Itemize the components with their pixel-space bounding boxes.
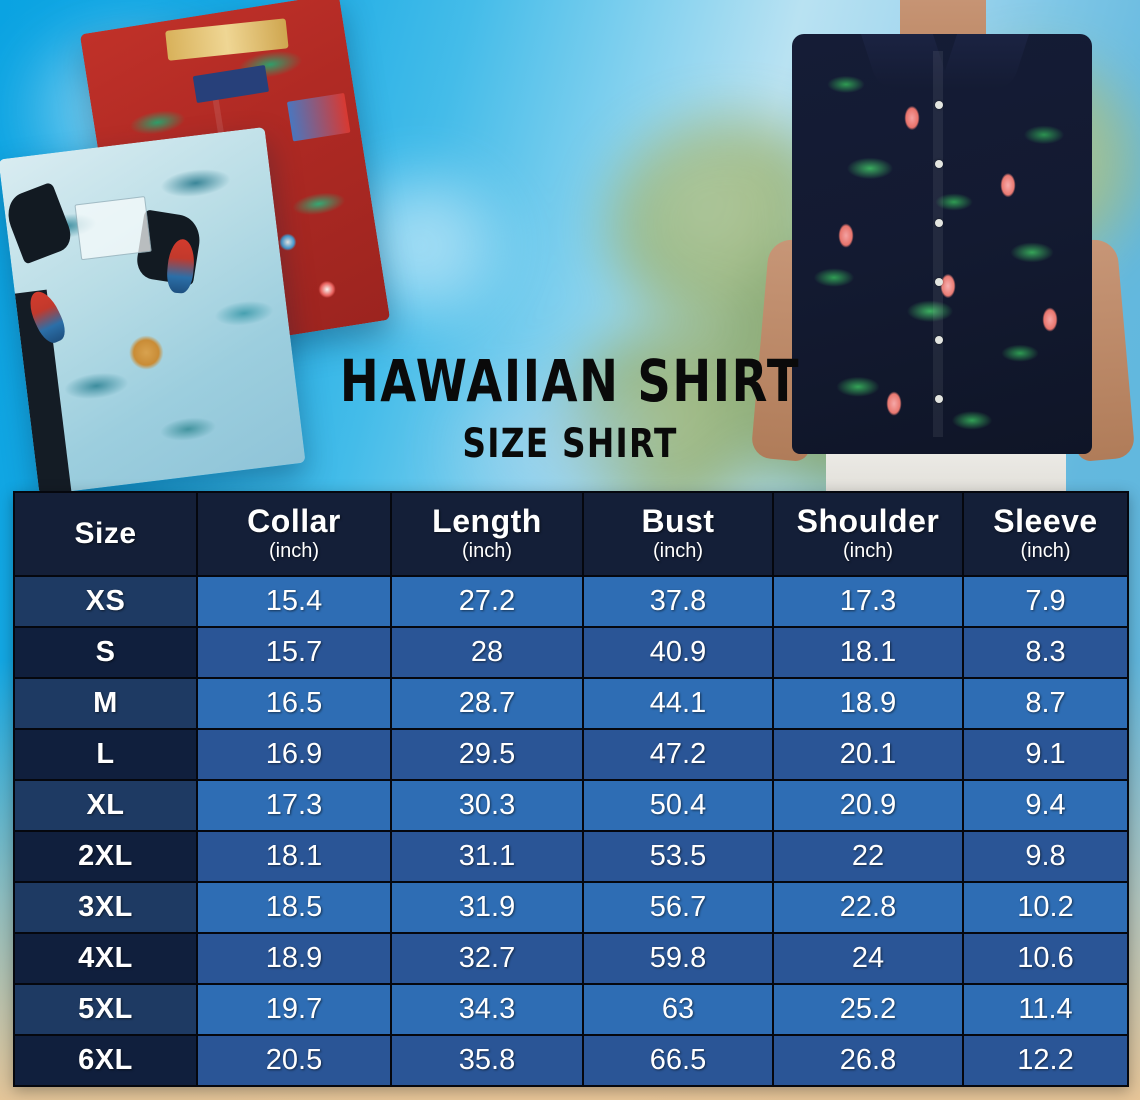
cell-length: 28.7: [390, 677, 584, 730]
cell-shoulder: 22.8: [772, 881, 964, 934]
cell-collar: 17.3: [196, 779, 392, 832]
cell-sleeve: 11.4: [962, 983, 1129, 1036]
table-body: XS 15.4 27.2 37.8 17.3 7.9 S 15.7 28 40.9 18.1 8.3 M…: [13, 575, 1129, 1087]
cell-sleeve: 9.4: [962, 779, 1129, 832]
cell-collar: 15.7: [196, 626, 392, 679]
cell-length: 32.7: [390, 932, 584, 985]
cell-shoulder: 25.2: [772, 983, 964, 1036]
blue-hawaiian-shirt-folded: [0, 126, 306, 496]
cell-shoulder: 18.9: [772, 677, 964, 730]
size-chart-table: Size Collar (inch) Length (inch) Bust (i…: [13, 491, 1129, 1087]
cell-collar: 16.9: [196, 728, 392, 781]
cell-sleeve: 8.7: [962, 677, 1129, 730]
table-header: Size Collar (inch) Length (inch) Bust (i…: [13, 491, 1129, 577]
column-header-collar: Collar (inch): [196, 491, 392, 577]
cell-sleeve: 12.2: [962, 1034, 1129, 1087]
cell-length: 31.1: [390, 830, 584, 883]
folded-shirts-photo: [0, 0, 408, 496]
cell-collar: 18.9: [196, 932, 392, 985]
size-label-cell: XL: [13, 779, 198, 832]
cell-shoulder: 20.9: [772, 779, 964, 832]
cell-bust: 56.7: [582, 881, 774, 934]
column-header-bust: Bust (inch): [582, 491, 774, 577]
table-row: 3XL 18.5 31.9 56.7 22.8 10.2: [13, 881, 1129, 934]
size-label-cell: M: [13, 677, 198, 730]
cell-bust: 37.8: [582, 575, 774, 628]
cell-shoulder: 24: [772, 932, 964, 985]
cell-collar: 18.5: [196, 881, 392, 934]
cell-sleeve: 7.9: [962, 575, 1129, 628]
table-row: 4XL 18.9 32.7 59.8 24 10.6: [13, 932, 1129, 985]
model-photo: [730, 0, 1140, 492]
table-row: XS 15.4 27.2 37.8 17.3 7.9: [13, 575, 1129, 628]
cell-bust: 66.5: [582, 1034, 774, 1087]
cell-length: 29.5: [390, 728, 584, 781]
size-label-cell: 5XL: [13, 983, 198, 1036]
cell-sleeve: 8.3: [962, 626, 1129, 679]
column-header-sleeve: Sleeve (inch): [962, 491, 1129, 577]
cell-shoulder: 18.1: [772, 626, 964, 679]
cell-length: 28: [390, 626, 584, 679]
cell-shoulder: 17.3: [772, 575, 964, 628]
size-label-cell: 4XL: [13, 932, 198, 985]
cell-collar: 16.5: [196, 677, 392, 730]
table-row: L 16.9 29.5 47.2 20.1 9.1: [13, 728, 1129, 781]
cell-length: 31.9: [390, 881, 584, 934]
table-header-row: Size Collar (inch) Length (inch) Bust (i…: [13, 491, 1129, 577]
size-label-cell: S: [13, 626, 198, 679]
cell-length: 35.8: [390, 1034, 584, 1087]
cell-bust: 50.4: [582, 779, 774, 832]
cell-length: 27.2: [390, 575, 584, 628]
size-label-cell: 6XL: [13, 1034, 198, 1087]
cell-bust: 47.2: [582, 728, 774, 781]
cell-bust: 59.8: [582, 932, 774, 985]
column-header-shoulder: Shoulder (inch): [772, 491, 964, 577]
cell-bust: 40.9: [582, 626, 774, 679]
size-label-cell: L: [13, 728, 198, 781]
cell-sleeve: 10.2: [962, 881, 1129, 934]
cell-bust: 63: [582, 983, 774, 1036]
table-row: XL 17.3 30.3 50.4 20.9 9.4: [13, 779, 1129, 832]
cell-shoulder: 26.8: [772, 1034, 964, 1087]
cell-length: 30.3: [390, 779, 584, 832]
cell-collar: 19.7: [196, 983, 392, 1036]
size-label-cell: 2XL: [13, 830, 198, 883]
table-row: M 16.5 28.7 44.1 18.9 8.7: [13, 677, 1129, 730]
cell-collar: 18.1: [196, 830, 392, 883]
cell-sleeve: 9.1: [962, 728, 1129, 781]
table-row: 2XL 18.1 31.1 53.5 22 9.8: [13, 830, 1129, 883]
cell-shoulder: 20.1: [772, 728, 964, 781]
cell-length: 34.3: [390, 983, 584, 1036]
cell-sleeve: 10.6: [962, 932, 1129, 985]
column-header-length: Length (inch): [390, 491, 584, 577]
table-row: 6XL 20.5 35.8 66.5 26.8 12.2: [13, 1034, 1129, 1087]
size-label-cell: 3XL: [13, 881, 198, 934]
size-label-cell: XS: [13, 575, 198, 628]
column-header-size: Size: [13, 491, 198, 577]
table-row: 5XL 19.7 34.3 63 25.2 11.4: [13, 983, 1129, 1036]
cell-bust: 44.1: [582, 677, 774, 730]
cell-bust: 53.5: [582, 830, 774, 883]
cell-collar: 15.4: [196, 575, 392, 628]
cell-sleeve: 9.8: [962, 830, 1129, 883]
cell-collar: 20.5: [196, 1034, 392, 1087]
cell-shoulder: 22: [772, 830, 964, 883]
table-row: S 15.7 28 40.9 18.1 8.3: [13, 626, 1129, 679]
flamingo-hawaiian-shirt-worn: [792, 34, 1092, 454]
